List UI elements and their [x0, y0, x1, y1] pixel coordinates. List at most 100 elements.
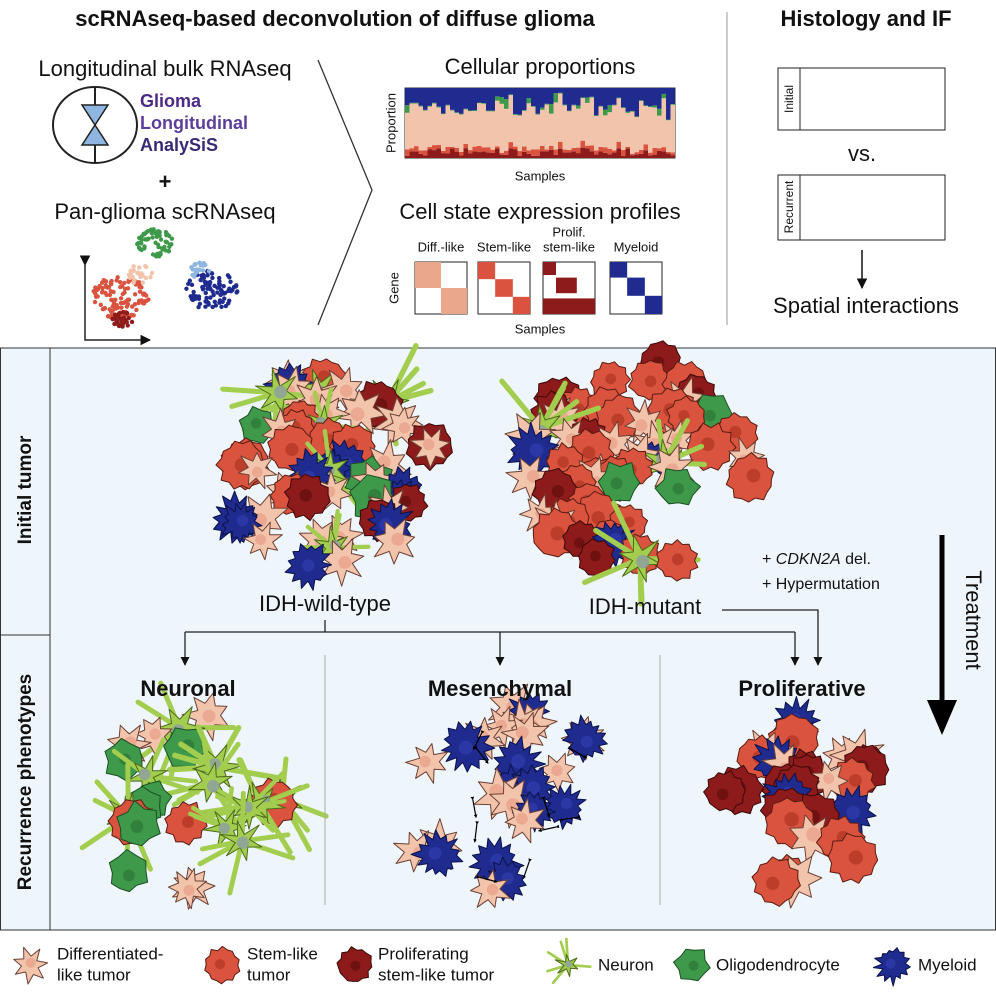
bar-segment — [499, 152, 504, 155]
matrix-block — [543, 262, 556, 275]
bar-segment — [567, 88, 572, 111]
bar-segment — [454, 147, 459, 152]
bar-segment — [468, 150, 473, 154]
bar-segment — [621, 108, 626, 151]
bar-segment — [585, 97, 590, 103]
bar-segment — [549, 113, 554, 146]
umap-dot — [136, 265, 142, 270]
bar-segment — [472, 151, 477, 158]
bar-segment — [598, 105, 603, 107]
bar-segment — [643, 88, 648, 106]
bar-segment — [409, 148, 414, 152]
bar-segment — [661, 147, 666, 152]
umap-dot — [210, 275, 215, 281]
treatment-label: Treatment — [961, 570, 986, 669]
bar-segment — [598, 146, 603, 152]
umap-dot — [131, 264, 136, 269]
umap-dot — [205, 273, 210, 278]
bar-segment — [526, 153, 531, 158]
bar-segment — [562, 152, 567, 158]
plus: + — [159, 169, 172, 194]
bar-segment — [607, 154, 612, 158]
diff-cell — [13, 946, 49, 985]
umap-dot — [204, 295, 209, 301]
bar-segment — [454, 151, 459, 158]
bar-segment — [522, 146, 527, 152]
bar-segment — [504, 88, 509, 100]
bar-segment — [427, 149, 432, 158]
bar-segment — [526, 103, 531, 151]
umap-dot — [211, 292, 216, 298]
umap-dot — [140, 280, 146, 285]
bar-segment — [639, 100, 644, 102]
bar-segment — [661, 88, 666, 94]
bar-segment — [414, 151, 419, 158]
bar-segment — [598, 88, 603, 106]
bar-segment — [486, 110, 491, 112]
bar-segment — [670, 88, 675, 105]
slide-label: Recurrent — [782, 180, 796, 233]
bar-segment — [495, 148, 500, 158]
prolif-cell — [284, 473, 331, 522]
umap-dot — [200, 284, 205, 290]
bar-segment — [486, 111, 491, 148]
state-label: Stem-like — [477, 239, 531, 254]
bar-segment — [432, 88, 437, 103]
bar-segment — [477, 152, 482, 158]
bar-segment — [495, 96, 500, 101]
bar-segment — [625, 112, 630, 147]
bar-segment — [414, 102, 419, 104]
umap-dot — [151, 230, 156, 235]
umap-dot — [160, 246, 165, 252]
bar-segment — [409, 103, 414, 149]
umap-dot — [126, 279, 131, 285]
bar-segment — [580, 147, 585, 158]
bar-segment — [621, 107, 626, 109]
bar-segment — [616, 148, 621, 158]
bar-segment — [405, 105, 410, 113]
oligo-cell — [673, 948, 711, 982]
matrix-block — [512, 296, 530, 314]
bar-segment — [468, 111, 473, 151]
bar-segment — [472, 111, 477, 147]
bar-segment — [589, 97, 594, 146]
matrix-block — [495, 279, 513, 297]
bar-segment — [603, 147, 608, 153]
bar-segment — [553, 88, 558, 94]
myeloid-cell — [221, 501, 263, 544]
alteration: + CDKN2A del. — [762, 551, 871, 568]
bar-segment — [639, 88, 644, 101]
bar-segment — [526, 88, 531, 99]
oligo-cell — [654, 468, 701, 506]
umap-dot — [104, 292, 109, 298]
phenotype-title: Neuronal — [140, 676, 235, 701]
bar-segment — [454, 112, 459, 148]
umap-dot — [215, 290, 220, 295]
diff-cell — [373, 518, 416, 565]
bar-segment — [580, 98, 585, 141]
bar-segment — [468, 153, 473, 158]
bar-segment — [459, 113, 464, 115]
legend-text: Differentiated- — [57, 944, 163, 963]
umap-dot — [95, 294, 100, 299]
bar-segment — [549, 88, 554, 104]
bar-segment — [508, 142, 513, 149]
umap-dot — [119, 305, 124, 310]
phenotype-title: Proliferative — [738, 676, 865, 701]
umap-dot — [213, 303, 219, 308]
umap-dot — [125, 286, 131, 291]
bar-segment — [445, 105, 450, 147]
bar-segment — [657, 115, 662, 149]
alteration-gene: CDKN2A — [776, 551, 841, 568]
bar-segment — [549, 145, 554, 150]
vs-label: vs. — [848, 141, 876, 166]
bar-segment — [657, 148, 662, 151]
legend-text: Neuron — [598, 955, 654, 974]
bar-segment — [558, 93, 563, 142]
bar-segment — [607, 112, 612, 149]
umap-dot — [187, 278, 193, 283]
side-title: Histology and IF — [780, 6, 951, 31]
bar-segment — [418, 106, 423, 151]
legend-text: Proliferating — [378, 944, 469, 963]
umap-dot — [110, 316, 115, 322]
